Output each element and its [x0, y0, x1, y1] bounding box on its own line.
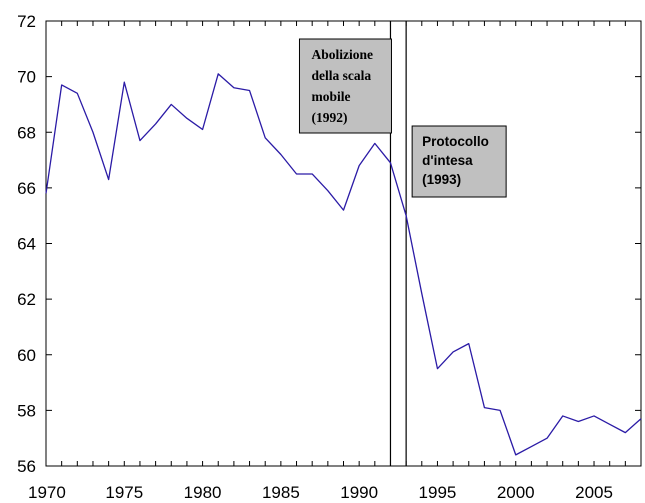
x-tick-label: 1990	[340, 483, 378, 502]
annotation-text: d'intesa	[422, 153, 473, 168]
x-tick-label: 1980	[184, 483, 222, 502]
annotation-text: Abolizione	[311, 47, 373, 62]
x-tick-label: 1975	[105, 483, 143, 502]
x-tick-label: 2000	[497, 483, 535, 502]
y-tick-label: 64	[17, 235, 36, 254]
y-axis: 56 58 60 62 64 66 68 70 72	[17, 12, 641, 476]
annotation-text: (1993)	[422, 172, 461, 187]
y-tick-label: 62	[17, 290, 36, 309]
annotation-text: della scala	[311, 68, 371, 83]
annotation-box: Protocollo d'intesa (1993)	[411, 125, 507, 198]
y-tick-label: 72	[17, 12, 36, 31]
y-tick-label: 66	[17, 179, 36, 198]
x-axis: 1970 1975 1980 1985 1990 1995 2000 2005	[28, 21, 642, 502]
series-line	[45, 73, 642, 456]
annotations: Abolizione della scala mobile (1992) Protoco…	[298, 38, 507, 198]
annotation-background	[411, 125, 507, 198]
y-tick-label: 70	[17, 68, 36, 87]
annotation-text: Protocollo	[422, 134, 489, 149]
event-lines	[389, 21, 407, 466]
annotation-text: (1992)	[311, 110, 347, 125]
x-tick-label: 1970	[28, 483, 66, 502]
y-tick-label: 58	[17, 401, 36, 420]
series-lines	[45, 73, 642, 456]
y-tick-label: 60	[17, 346, 36, 365]
y-tick-label: 68	[17, 123, 36, 142]
x-tick-label: 1995	[419, 483, 457, 502]
annotation-box: Abolizione della scala mobile (1992)	[298, 38, 392, 134]
annotation-text: mobile	[311, 89, 350, 104]
x-tick-label: 2005	[575, 483, 613, 502]
annotation-background	[298, 38, 392, 134]
y-tick-label: 56	[17, 457, 36, 476]
x-tick-label: 1985	[262, 483, 300, 502]
